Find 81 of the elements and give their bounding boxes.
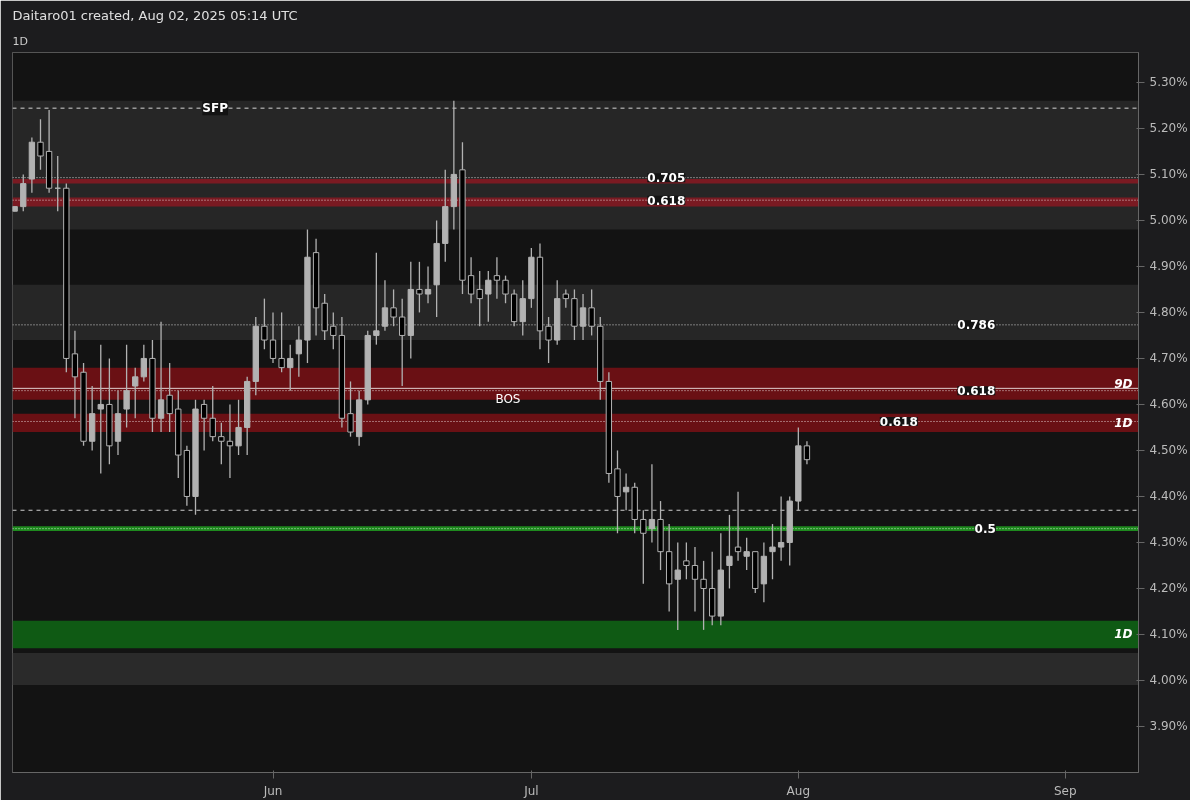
y-tick-label: 4.50% (1149, 443, 1188, 458)
candlestick (295, 325, 303, 378)
candlestick (71, 330, 79, 419)
candlestick (562, 288, 569, 309)
candlestick (278, 311, 285, 373)
candlestick (674, 541, 681, 631)
candlestick (622, 472, 630, 511)
annotation: 0.786 (957, 318, 996, 333)
band-label: 9D (1114, 376, 1133, 391)
y-tick-label: 5.30% (1149, 75, 1188, 90)
candlestick (493, 256, 501, 300)
y-tick-label: 4.20% (1149, 581, 1188, 596)
candlestick (777, 495, 785, 562)
candlestick (691, 546, 699, 613)
candlestick (37, 118, 44, 171)
candlestick (97, 343, 104, 475)
candlestick (485, 270, 492, 323)
ref-line-label: SFP (202, 101, 229, 116)
candlestick (157, 320, 165, 433)
candlestick (803, 440, 811, 465)
y-tick-label: 4.30% (1149, 535, 1188, 550)
x-tick-label: Jun (262, 783, 283, 798)
annotation: 0.618 (957, 384, 996, 399)
y-tick-label: 4.90% (1149, 259, 1188, 274)
candlestick (261, 297, 268, 350)
candlestick (218, 422, 225, 465)
candlestick (347, 380, 354, 438)
candlestick (640, 509, 647, 585)
y-tick-label: 4.40% (1149, 489, 1188, 504)
candlestick (226, 403, 234, 479)
candlestick (416, 261, 423, 314)
candlestick (373, 251, 380, 346)
candlestick (648, 463, 656, 544)
candlestick (166, 362, 173, 433)
candlestick (424, 265, 432, 304)
candlestick (467, 256, 475, 304)
x-tick-label: Jul (523, 783, 539, 798)
candlestick (20, 173, 27, 212)
candlestick (132, 366, 139, 419)
candlestick (330, 311, 337, 350)
candlestick (235, 399, 242, 456)
band-label: 1D (1114, 627, 1133, 642)
annotation: 0.618 (647, 193, 686, 208)
candlestick (390, 288, 397, 327)
candlestick (476, 270, 483, 327)
candlestick (519, 279, 526, 337)
y-tick-label: 3.90% (1149, 719, 1188, 734)
annotation: 0.705 (647, 171, 686, 186)
y-tick-label: 4.10% (1149, 627, 1188, 642)
y-tick-label: 5.00% (1149, 213, 1188, 228)
candlestick (502, 274, 509, 304)
x-tick-label: Sep (1053, 783, 1077, 798)
candlestick (140, 343, 147, 383)
candlestick (683, 541, 690, 580)
candlestick (734, 491, 742, 562)
candlestick (209, 385, 216, 442)
band-label: 1D (1114, 415, 1133, 430)
candlestick (769, 523, 776, 580)
candlestick (743, 537, 750, 571)
y-tick-label: 4.60% (1149, 397, 1188, 412)
chart-subtitle: 1D (12, 34, 28, 48)
annotation: 0.618 (879, 414, 918, 429)
y-tick-label: 4.00% (1149, 673, 1188, 688)
ref-line-label: BOS (495, 392, 521, 407)
candlestick (123, 343, 130, 429)
annotation: 0.5 (974, 522, 996, 537)
x-tick-label: Aug (786, 783, 811, 798)
y-tick-label: 4.70% (1149, 351, 1188, 366)
candlestick (700, 560, 707, 631)
candlestick (726, 514, 733, 590)
candlestick (287, 343, 294, 392)
chart-title: Daitaro01 created, Aug 02, 2025 05:14 UTC (12, 7, 298, 23)
y-tick-label: 5.20% (1149, 121, 1188, 136)
candlestick (588, 288, 595, 337)
candlestick (381, 279, 389, 332)
candlestick (269, 311, 277, 364)
y-tick-label: 5.10% (1149, 167, 1188, 182)
candlestick (579, 293, 587, 341)
candlestick (545, 316, 552, 364)
candlestick (200, 399, 208, 452)
y-tick-label: 4.80% (1149, 305, 1188, 320)
